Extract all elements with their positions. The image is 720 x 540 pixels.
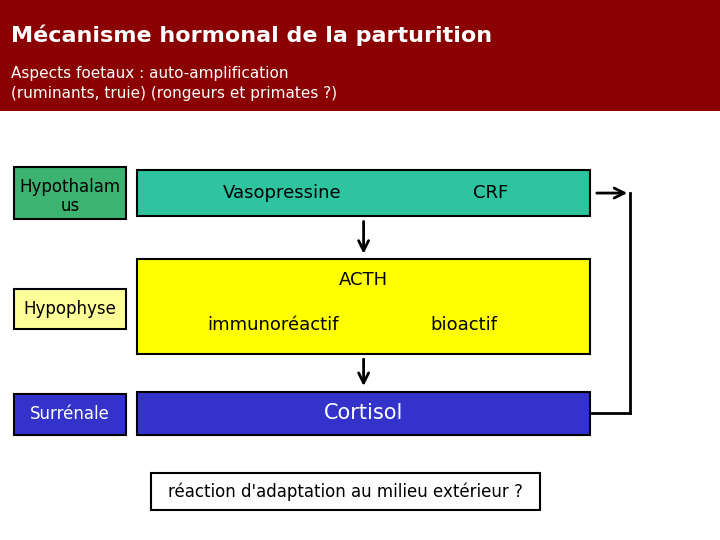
Bar — [14, 394, 126, 435]
Text: bioactif: bioactif — [430, 316, 497, 334]
Text: ACTH: ACTH — [339, 271, 388, 289]
Bar — [137, 259, 590, 354]
Bar — [151, 472, 540, 510]
Bar — [0, 0, 720, 111]
Text: Mécanisme hormonal de la parturition: Mécanisme hormonal de la parturition — [11, 24, 492, 46]
Text: Aspects foetaux : auto-amplification
(ruminants, truie) (rongeurs et primates ?): Aspects foetaux : auto-amplification (ru… — [11, 66, 337, 101]
Text: Vasopressine: Vasopressine — [222, 184, 341, 202]
Bar — [14, 289, 126, 329]
Text: Hypophyse: Hypophyse — [24, 300, 117, 318]
Text: CRF: CRF — [473, 184, 508, 202]
Text: Surrénale: Surrénale — [30, 406, 110, 423]
Bar — [14, 167, 126, 219]
Text: us: us — [60, 197, 80, 215]
Bar — [137, 170, 590, 216]
Text: Hypothalam: Hypothalam — [19, 178, 121, 196]
Text: Cortisol: Cortisol — [324, 403, 403, 423]
Text: immunoréactif: immunoréactif — [207, 316, 338, 334]
Bar — [137, 392, 590, 435]
Text: réaction d'adaptation au milieu extérieur ?: réaction d'adaptation au milieu extérieu… — [168, 482, 523, 501]
